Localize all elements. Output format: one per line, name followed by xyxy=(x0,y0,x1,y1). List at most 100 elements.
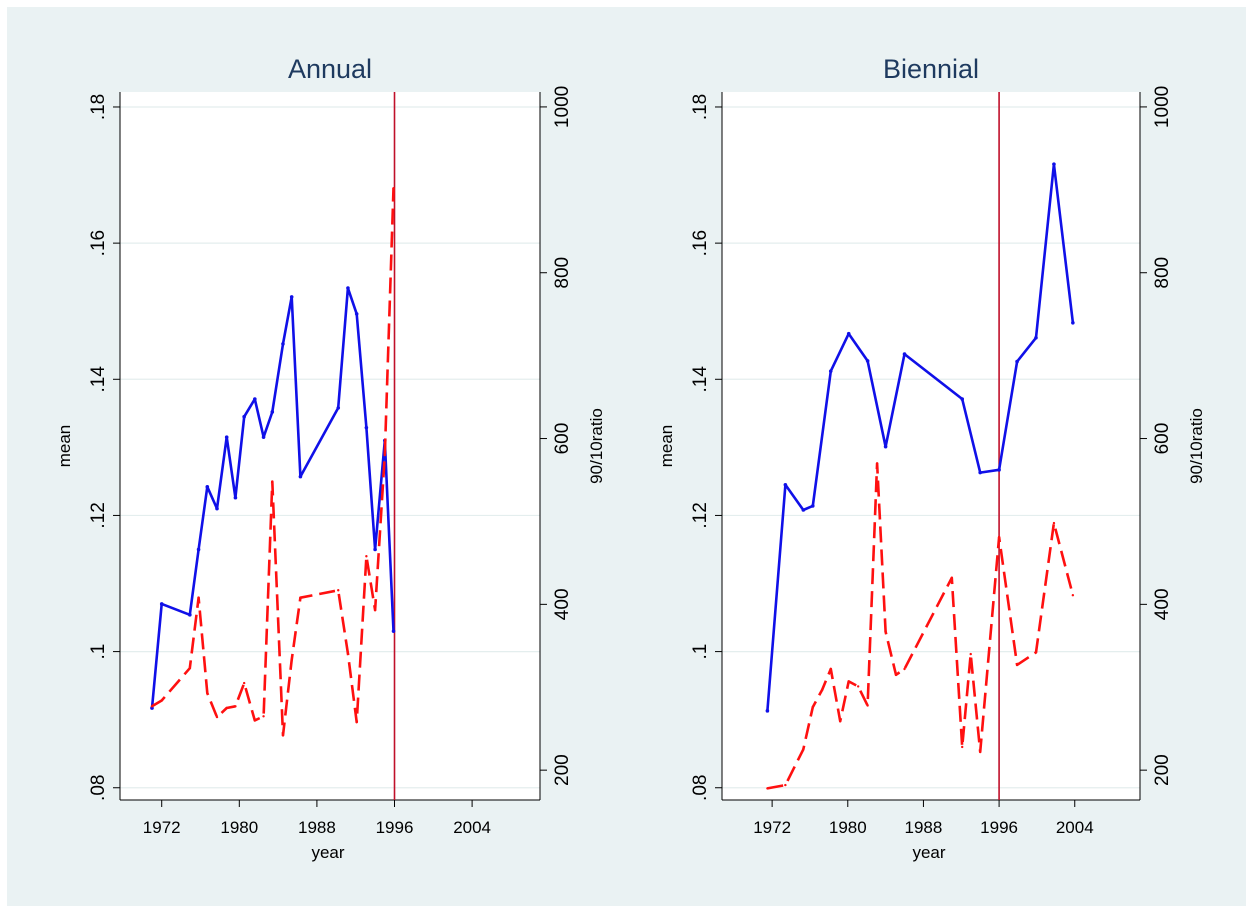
y-axis-label: mean xyxy=(55,425,74,468)
plot-area xyxy=(722,92,1140,800)
data-point xyxy=(270,410,275,414)
data-point xyxy=(765,709,770,713)
data-point xyxy=(197,596,200,599)
data-point xyxy=(281,342,285,346)
y2-tick-label: 1000 xyxy=(1152,86,1173,128)
y2-tick-label: 200 xyxy=(552,754,573,786)
y-tick-label: .14 xyxy=(690,366,711,393)
y2-tick-label: 800 xyxy=(1152,257,1173,289)
data-point xyxy=(1052,521,1056,525)
y-axis-label: mean xyxy=(657,425,676,468)
data-point xyxy=(206,691,209,695)
data-point xyxy=(205,485,210,489)
x-tick-label: 1996 xyxy=(980,818,1018,837)
data-point xyxy=(810,504,815,508)
data-point xyxy=(196,547,201,552)
data-point xyxy=(856,685,860,688)
plot-area xyxy=(120,92,540,800)
data-point xyxy=(1015,359,1019,364)
y2-tick-label: 1000 xyxy=(552,86,573,128)
y-tick-label: .16 xyxy=(88,230,109,256)
data-point xyxy=(215,506,219,511)
y-tick-label: .18 xyxy=(88,94,109,120)
data-point xyxy=(337,589,340,592)
data-point xyxy=(875,462,879,465)
data-point xyxy=(224,435,229,439)
data-point xyxy=(847,680,850,683)
data-point xyxy=(383,453,387,457)
y-tick-label: .08 xyxy=(690,775,711,801)
data-point xyxy=(346,286,350,290)
data-point xyxy=(373,547,377,552)
data-point xyxy=(839,720,842,723)
data-point xyxy=(969,652,972,656)
y-tick-label: .14 xyxy=(88,366,109,393)
x-axis-label: year xyxy=(912,843,945,862)
x-tick-label: 2004 xyxy=(453,818,491,837)
y-tick-label: .08 xyxy=(88,775,109,801)
data-point xyxy=(233,495,238,500)
data-point xyxy=(391,629,396,633)
data-point xyxy=(261,435,266,439)
y-tick-label: .12 xyxy=(88,502,109,528)
data-point xyxy=(281,734,285,737)
data-point xyxy=(961,745,964,749)
data-point xyxy=(1015,663,1019,667)
data-point xyxy=(783,483,788,487)
y2-axis-label: 90/10ratio xyxy=(587,408,606,484)
data-point xyxy=(373,608,377,612)
data-point xyxy=(802,748,805,751)
data-point xyxy=(1034,335,1038,340)
data-point xyxy=(1071,594,1075,597)
data-point xyxy=(883,444,888,449)
data-point xyxy=(865,359,870,363)
data-point xyxy=(1052,162,1056,166)
x-tick-label: 1988 xyxy=(298,818,336,837)
data-point xyxy=(289,295,294,299)
data-line xyxy=(151,188,395,737)
data-point xyxy=(978,470,982,475)
data-point xyxy=(894,673,898,677)
data-point xyxy=(950,576,954,580)
data-point xyxy=(234,705,237,708)
x-tick-label: 2004 xyxy=(1056,818,1094,837)
data-point xyxy=(392,186,395,190)
data-line xyxy=(150,286,395,709)
y2-tick-label: 400 xyxy=(1152,588,1173,620)
data-point xyxy=(253,719,257,722)
data-point xyxy=(346,652,350,655)
data-point xyxy=(160,699,163,702)
data-point xyxy=(262,715,265,718)
data-point xyxy=(811,705,814,709)
data-point xyxy=(960,397,965,401)
data-point xyxy=(902,352,907,356)
data-point xyxy=(354,312,359,316)
data-point xyxy=(271,480,274,483)
x-tick-label: 1988 xyxy=(905,818,943,837)
data-point xyxy=(188,613,192,617)
x-tick-label: 1980 xyxy=(220,818,258,837)
data-point xyxy=(215,715,219,719)
x-tick-label: 1972 xyxy=(143,818,181,837)
y-tick-label: .1 xyxy=(88,644,109,660)
data-point xyxy=(355,720,358,724)
chart-title: Biennial xyxy=(883,54,979,84)
data-point xyxy=(299,596,302,599)
y2-axis-label: 90/10ratio xyxy=(1187,408,1206,484)
data-point xyxy=(978,750,982,754)
y2-tick-label: 600 xyxy=(552,423,573,455)
data-point xyxy=(801,508,806,512)
y-tick-label: .1 xyxy=(690,644,711,660)
data-point xyxy=(829,667,832,671)
data-point xyxy=(1034,651,1038,654)
y-tick-label: .12 xyxy=(690,502,711,528)
data-point xyxy=(159,602,164,606)
x-tick-label: 1996 xyxy=(376,818,414,837)
data-point xyxy=(242,681,246,685)
data-point xyxy=(364,425,369,430)
data-point xyxy=(225,706,228,710)
data-point xyxy=(290,658,293,662)
data-point xyxy=(846,331,851,336)
y2-tick-label: 600 xyxy=(1152,423,1173,455)
data-point xyxy=(997,535,1001,539)
